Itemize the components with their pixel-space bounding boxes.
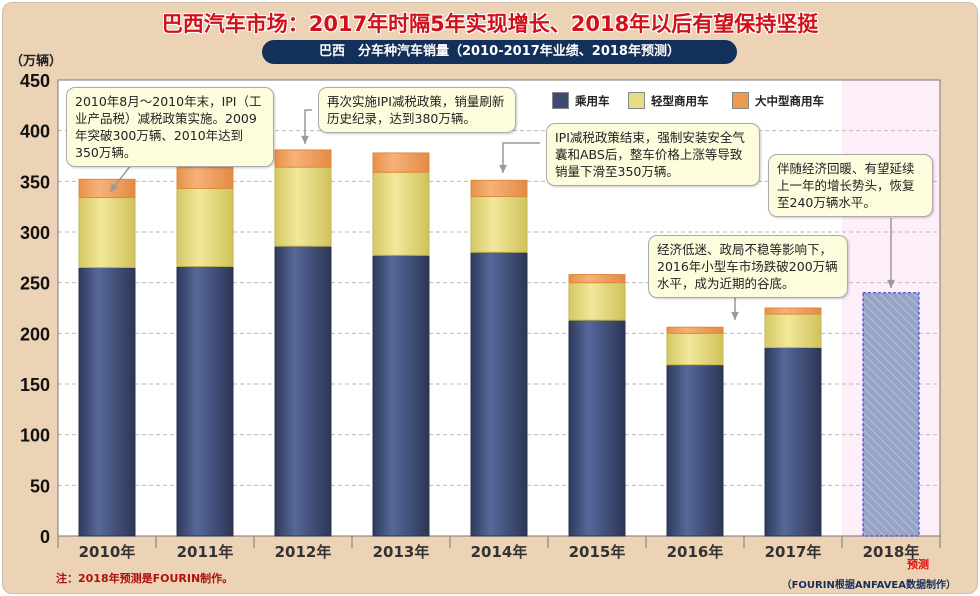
bar-segment-1: [176, 187, 234, 267]
annotation-2018: 伴随经济回暖、有望延续上一年的增长势头，恢复至240万辆水平。: [768, 154, 933, 217]
y-tick-label: 250: [20, 274, 50, 294]
bar-segment-0: [764, 347, 822, 537]
legend-heavy-commercial: 大中型商用车: [732, 92, 824, 109]
bar-segment-2: [666, 326, 724, 334]
bar-segment-1: [470, 196, 528, 253]
legend-swatch: [552, 92, 569, 109]
x-tick-label: 2017年: [765, 543, 822, 561]
bar-segment-0: [176, 265, 234, 537]
footnote: 注：2018年预测是FOURIN制作。: [56, 572, 234, 585]
bar-segment-2: [274, 149, 332, 168]
y-tick-label: 200: [20, 324, 50, 344]
bar-segment-1: [666, 332, 724, 366]
y-tick-label: 100: [20, 426, 50, 446]
bar-segment-0: [470, 251, 528, 537]
annotation-arrow-head: [110, 183, 119, 192]
x-tick-label: 2015年: [569, 543, 626, 561]
annotation-arrow-head: [301, 135, 309, 144]
bar-segment-2: [568, 274, 626, 284]
bar-segment-0: [78, 266, 136, 537]
annotation-2010: 2010年8月～2010年末，IPI（工业产品税）减税政策实施。2009年突破3…: [66, 87, 274, 167]
bar-segment-2: [764, 307, 822, 315]
annotation-2012: 再次实施IPI减税政策，销量刷新历史纪录，达到380万辆。: [318, 87, 516, 133]
legend-label: 大中型商用车: [755, 93, 824, 108]
annotation-arrow-line: [502, 142, 540, 173]
x-tick-label: 2013年: [373, 543, 430, 561]
y-tick-label: 50: [30, 476, 50, 496]
annotation-arrow-line: [304, 109, 312, 144]
bar-segment-2: [176, 166, 234, 189]
annotation-arrow-head: [887, 279, 895, 288]
y-tick-label: 350: [20, 172, 50, 192]
legend-label: 轻型商用车: [651, 93, 709, 108]
x-tick-label: 2014年: [471, 543, 528, 561]
legend-passenger: 乘用车: [552, 92, 610, 109]
bar-segment-1: [372, 171, 430, 256]
bar-segment-0: [666, 364, 724, 537]
legend-label: 乘用车: [575, 93, 610, 108]
y-axis-unit: （万辆）: [10, 54, 63, 69]
y-tick-label: 400: [20, 122, 50, 142]
bar-segment-1: [78, 197, 136, 268]
chart-title: 巴西汽车市场：2017年时隔5年实现增长、2018年以后有望保持坚挺: [161, 12, 819, 36]
bar-segment-2: [372, 152, 430, 173]
x-tick-label: 2010年: [79, 543, 136, 561]
bar-segment-2: [470, 179, 528, 198]
y-tick-label: 450: [20, 71, 50, 91]
forecast-label: 预测: [907, 558, 929, 571]
x-tick-label: 2018年: [863, 543, 920, 561]
bar-segment-1: [764, 313, 822, 349]
annotation-2014: IPI减税政策结束，强制安装安全气囊和ABS后，整车价格上涨等导致销量下滑至35…: [546, 123, 760, 186]
y-tick-label: 150: [20, 375, 50, 395]
forecast-bar: [862, 292, 920, 537]
chart-subtitle: 巴西 分车种汽车销量（2010-2017年业绩、2018年预测）: [262, 40, 737, 64]
bar-segment-0: [274, 245, 332, 537]
x-tick-label: 2012年: [275, 543, 332, 561]
bar-segment-1: [568, 282, 626, 321]
legend-swatch: [732, 92, 749, 109]
legend-swatch: [628, 92, 645, 109]
legend-light-commercial: 轻型商用车: [628, 92, 709, 109]
bar-segment-1: [274, 166, 332, 247]
bar-segment-0: [568, 319, 626, 537]
source-note: （FOURIN根据ANFAVEA数据制作）: [781, 580, 956, 591]
x-tick-label: 2016年: [667, 543, 724, 561]
annotation-arrow-head: [731, 311, 739, 320]
y-tick-label: 300: [20, 223, 50, 243]
bar-segment-2: [78, 178, 136, 199]
x-tick-label: 2011年: [177, 543, 234, 561]
annotation-arrow-head: [499, 164, 507, 173]
annotation-2016: 经济低迷、政局不稳等影响下，2016年小型车市场跌破200万辆水平，成为近期的谷…: [648, 235, 848, 298]
bar-segment-0: [372, 254, 430, 537]
y-tick-label: 0: [40, 527, 50, 547]
